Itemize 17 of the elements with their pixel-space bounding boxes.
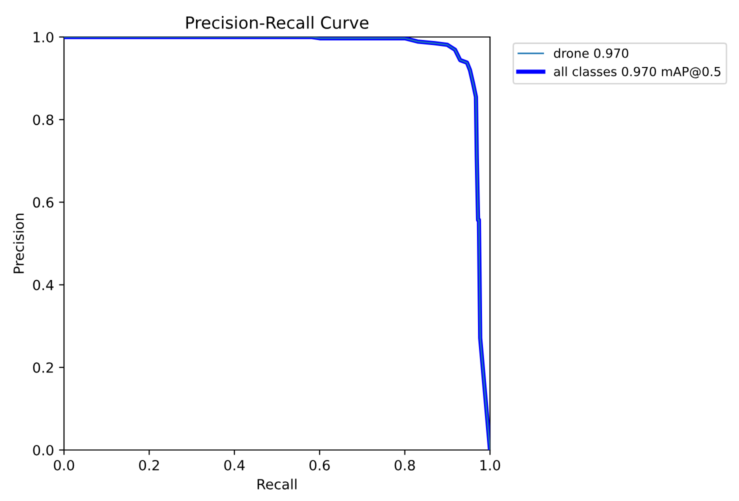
x-axis-title: Recall [258, 478, 296, 490]
y-tick-label: 0.6 [33, 197, 54, 208]
x-tick-label: 0.6 [309, 460, 330, 470]
x-tick-label: 0.2 [139, 460, 159, 470]
y-tick-label: 0.0 [33, 444, 54, 456]
x-tick-label: 0.0 [54, 460, 74, 470]
y-tick-label: 0.2 [33, 362, 53, 373]
y-axis-title: Precision [13, 214, 24, 274]
y-tick-label: 0.8 [33, 114, 54, 126]
y-tick-label: 1.0 [34, 32, 54, 42]
x-tick-label: 1.0 [480, 460, 500, 470]
chart-title: Precision-Recall Curve [186, 16, 368, 29]
x-tick-label: 0.4 [224, 460, 245, 470]
legend-label: all classes 0.970 mAP@0.5 [554, 66, 720, 78]
y-tick-label: 0.4 [33, 280, 54, 290]
legend-label: drone 0.970 [554, 48, 628, 58]
x-tick-label: 0.8 [394, 460, 415, 470]
